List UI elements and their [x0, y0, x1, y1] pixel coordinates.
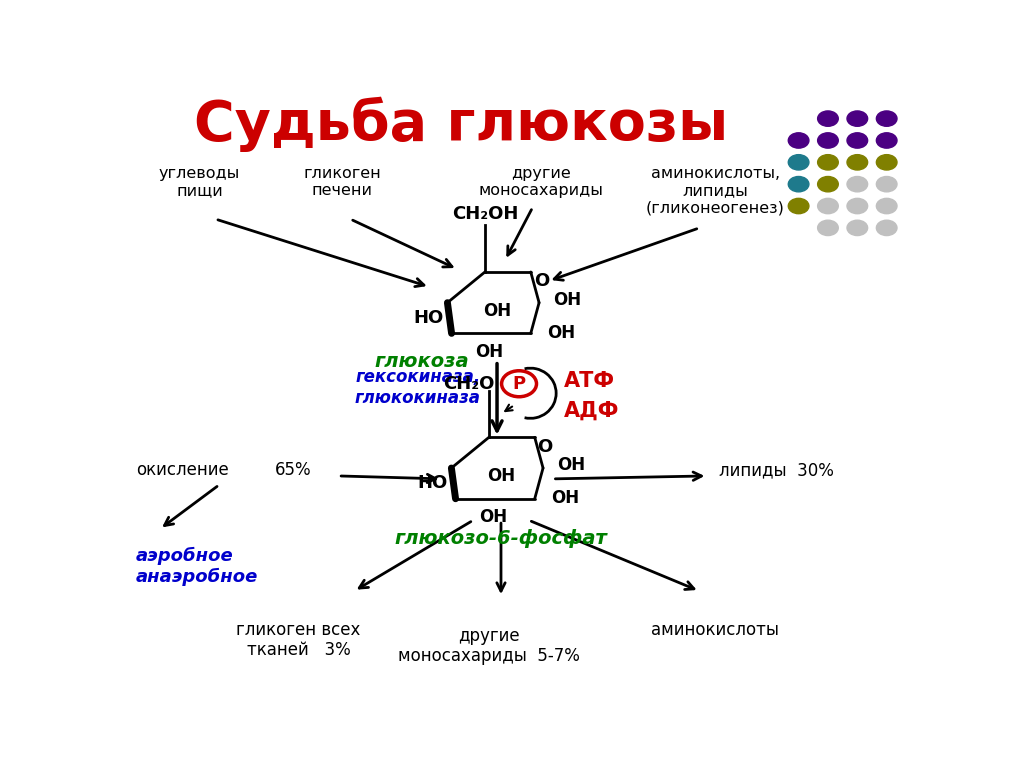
- Circle shape: [788, 199, 809, 214]
- Text: OH: OH: [483, 302, 511, 320]
- Text: аминокислоты: аминокислоты: [651, 621, 779, 639]
- Text: O: O: [534, 272, 549, 291]
- Circle shape: [847, 176, 867, 192]
- Circle shape: [502, 370, 537, 397]
- Text: HO: HO: [414, 309, 443, 327]
- Text: другие
моносахариды: другие моносахариды: [478, 166, 603, 198]
- Circle shape: [847, 155, 867, 170]
- Text: гликоген
печени: гликоген печени: [303, 166, 381, 198]
- Text: глюкоза: глюкоза: [375, 352, 469, 371]
- Circle shape: [788, 155, 809, 170]
- Text: Судьба глюкозы: Судьба глюкозы: [195, 97, 728, 152]
- Text: аминокислоты,
липиды
(гликонеогенез): аминокислоты, липиды (гликонеогенез): [646, 166, 784, 216]
- Text: OH: OH: [547, 324, 574, 342]
- Circle shape: [847, 133, 867, 148]
- Text: OH: OH: [557, 456, 586, 474]
- Circle shape: [877, 176, 897, 192]
- Circle shape: [817, 155, 839, 170]
- Circle shape: [847, 220, 867, 235]
- Text: CH₂OH: CH₂OH: [452, 205, 518, 222]
- Text: другие
моносахариды  5-7%: другие моносахариды 5-7%: [398, 627, 580, 665]
- Circle shape: [877, 133, 897, 148]
- Text: HO: HO: [418, 474, 447, 492]
- Circle shape: [877, 111, 897, 127]
- Text: P: P: [512, 375, 525, 393]
- Text: OH: OH: [479, 509, 507, 526]
- Circle shape: [817, 220, 839, 235]
- Text: O: O: [538, 438, 553, 456]
- Text: аэробное
анаэробное: аэробное анаэробное: [136, 547, 258, 586]
- Circle shape: [877, 220, 897, 235]
- Circle shape: [817, 133, 839, 148]
- Circle shape: [788, 133, 809, 148]
- Text: гексокиназа,
глюкокиназа: гексокиназа, глюкокиназа: [354, 368, 480, 407]
- Circle shape: [788, 176, 809, 192]
- Text: липиды  30%: липиды 30%: [719, 461, 835, 479]
- Circle shape: [817, 176, 839, 192]
- Circle shape: [817, 111, 839, 127]
- Text: АДФ: АДФ: [564, 401, 620, 421]
- Text: окисление: окисление: [136, 461, 228, 479]
- Text: гликоген всех
тканей   3%: гликоген всех тканей 3%: [237, 621, 360, 660]
- Circle shape: [847, 199, 867, 214]
- Circle shape: [847, 111, 867, 127]
- Text: глюкозо-6-фосфат: глюкозо-6-фосфат: [394, 529, 607, 548]
- Text: OH: OH: [551, 489, 579, 507]
- Circle shape: [877, 199, 897, 214]
- Text: OH: OH: [553, 291, 582, 309]
- Text: OH: OH: [475, 343, 503, 360]
- Text: OH: OH: [487, 467, 515, 486]
- Text: АТФ: АТФ: [564, 370, 615, 390]
- Circle shape: [877, 155, 897, 170]
- Text: углеводы
пищи: углеводы пищи: [159, 166, 240, 198]
- Text: CH₂O: CH₂O: [443, 375, 495, 393]
- Text: 65%: 65%: [274, 461, 311, 479]
- Circle shape: [817, 199, 839, 214]
